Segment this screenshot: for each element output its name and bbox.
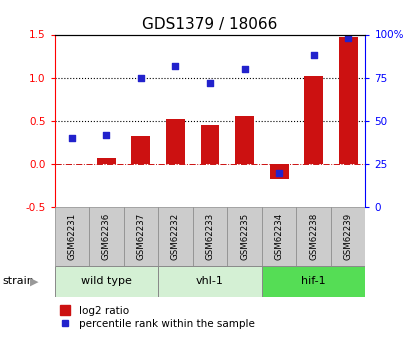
Bar — [131, 136, 150, 164]
Bar — [270, 164, 289, 179]
Text: GSM62231: GSM62231 — [67, 213, 76, 260]
Text: GSM62236: GSM62236 — [102, 213, 111, 260]
Text: strain: strain — [2, 276, 34, 286]
Bar — [166, 119, 185, 164]
Text: ▶: ▶ — [30, 276, 39, 286]
Point — [276, 170, 282, 175]
Bar — [97, 158, 116, 164]
Legend: log2 ratio, percentile rank within the sample: log2 ratio, percentile rank within the s… — [60, 305, 255, 329]
Bar — [89, 207, 123, 266]
Bar — [331, 207, 365, 266]
Bar — [193, 207, 227, 266]
Text: wild type: wild type — [81, 276, 132, 286]
Point — [68, 135, 75, 141]
Bar — [297, 207, 331, 266]
Point — [138, 75, 144, 80]
Text: GSM62232: GSM62232 — [171, 213, 180, 260]
Point — [103, 132, 110, 137]
Point — [345, 35, 352, 41]
Bar — [55, 266, 158, 297]
Bar — [339, 37, 357, 164]
Text: GSM62239: GSM62239 — [344, 213, 353, 260]
Bar — [123, 207, 158, 266]
Title: GDS1379 / 18066: GDS1379 / 18066 — [142, 17, 278, 32]
Point — [310, 52, 317, 58]
Point — [241, 66, 248, 72]
Text: vhl-1: vhl-1 — [196, 276, 224, 286]
Bar — [304, 76, 323, 164]
Bar — [55, 207, 89, 266]
Text: GSM62235: GSM62235 — [240, 213, 249, 260]
Bar — [227, 207, 262, 266]
Text: GSM62237: GSM62237 — [136, 213, 145, 260]
Point — [207, 80, 213, 86]
Text: hif-1: hif-1 — [301, 276, 326, 286]
Point — [172, 63, 179, 68]
Text: GSM62233: GSM62233 — [205, 213, 215, 260]
Bar — [200, 125, 220, 164]
Bar — [158, 207, 193, 266]
Bar — [158, 266, 262, 297]
Text: GSM62234: GSM62234 — [275, 213, 284, 260]
Bar — [262, 266, 365, 297]
Bar — [235, 117, 254, 164]
Bar — [262, 207, 297, 266]
Text: GSM62238: GSM62238 — [309, 213, 318, 260]
